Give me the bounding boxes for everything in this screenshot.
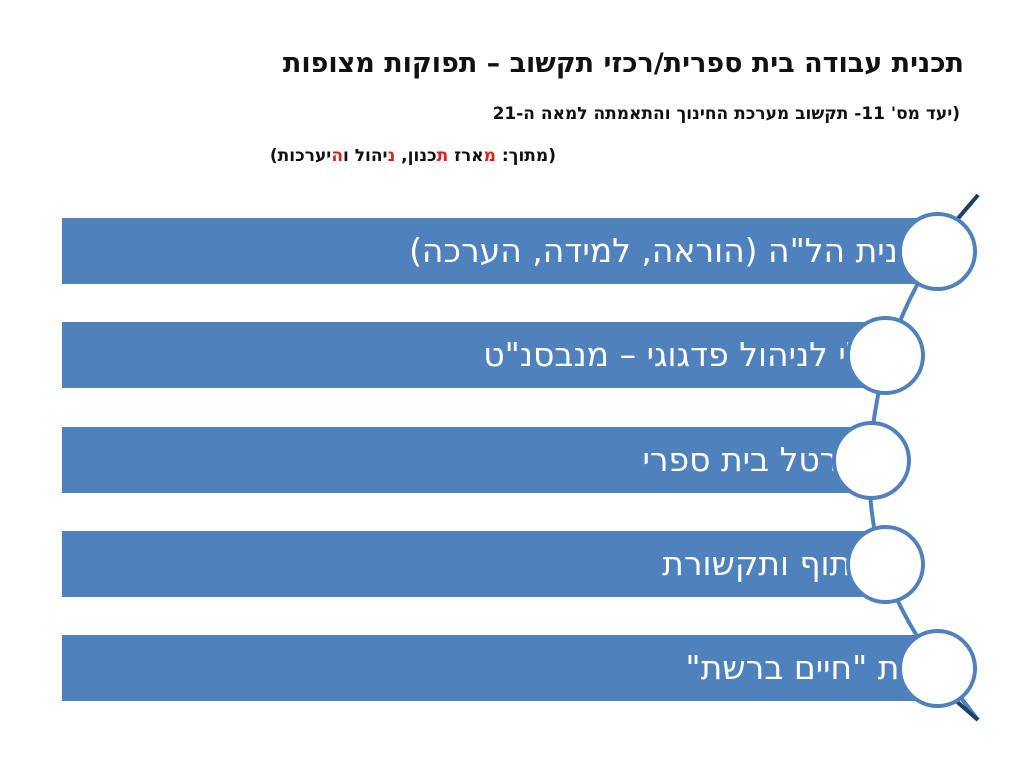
bullet-circle [832, 421, 911, 500]
source-word-3: יהול ו [343, 146, 388, 166]
list-item: כלי לניהול פדגוגי – מנבסנ"ט [62, 322, 882, 388]
item-label: שיתוף ותקשורת [662, 544, 882, 583]
item-label: תכנית הל"ה (הוראה, למידה, הערכה) [409, 231, 937, 270]
list-item: שיתוף ותקשורת [62, 531, 882, 597]
source-word-4: יערכות) [269, 146, 332, 166]
source-open: (מתוך: [495, 146, 556, 166]
source-letter-n: נ [387, 146, 396, 166]
source-subtitle: (מתוך: מארז תכנון, ניהול והיערכות) [270, 146, 556, 166]
item-label: פורטל בית ספרי [642, 440, 868, 479]
source-word-1: ארז [448, 146, 484, 166]
page-title: תכנית עבודה בית ספרית/רכזי תקשוב – תפוקו… [282, 48, 964, 79]
item-label: כלי לניהול פדגוגי – מנבסנ"ט [483, 335, 882, 374]
bullet-circle [898, 212, 977, 291]
source-letter-m: מ [483, 146, 496, 166]
list-item: צוות "חיים ברשת" [62, 635, 937, 701]
source-letter-h: ה [331, 146, 343, 166]
source-word-2: כנון, [395, 146, 437, 166]
list-item: תכנית הל"ה (הוראה, למידה, הערכה) [62, 218, 937, 284]
bullet-circle [846, 525, 925, 604]
bullet-circle [898, 629, 977, 708]
spine-bottom-cap [953, 698, 980, 722]
bullet-circle [846, 316, 925, 395]
list-item: פורטל בית ספרי [62, 427, 868, 493]
source-letter-t: ת [436, 146, 449, 166]
item-label: צוות "חיים ברשת" [685, 648, 937, 687]
goal-subtitle: (יעד מס' 11- תקשוב מערכת החינוך והתאמתה … [492, 104, 960, 124]
